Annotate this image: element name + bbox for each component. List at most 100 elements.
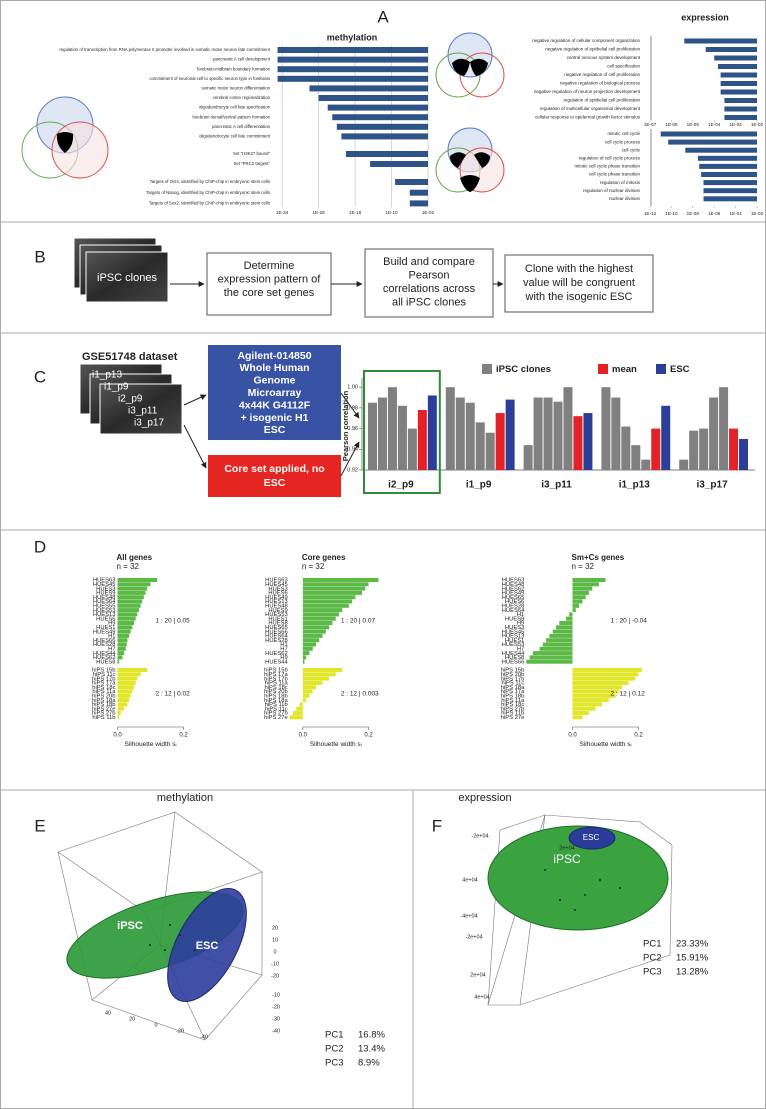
bar (117, 706, 125, 711)
bar (377, 397, 387, 470)
panel-label: F (432, 816, 442, 835)
sample-label: hiPS 11b (265, 702, 288, 708)
x-tick-label: 1E-12 (644, 211, 657, 216)
pc-name: PC3 (643, 967, 661, 978)
category-label: oligodendrocyte cell fate specification (199, 105, 271, 110)
sample-label: hiPS 18a (264, 698, 288, 704)
pc-value: 13.4% (358, 1044, 385, 1055)
sample-label: hiPS 20b (501, 672, 525, 678)
pc-value: 15.91% (676, 953, 709, 964)
bar (117, 655, 123, 660)
x-tick-label: 0.0 (568, 733, 577, 739)
bar (705, 47, 757, 52)
panel-label: C (34, 367, 46, 386)
sample-points (544, 869, 621, 911)
category-label: regulation of nuclear division (583, 188, 641, 193)
bar (302, 642, 316, 647)
platform-text: Agilent-014850 (237, 350, 311, 362)
bar (289, 715, 303, 720)
sample-label: HUES55 (93, 603, 116, 609)
plot-title: Core genes (302, 553, 346, 562)
sample-label: HUES62 (265, 651, 288, 657)
sample-label: HUES45 (93, 582, 116, 588)
x-axis-label-main: Silhouette width s (310, 741, 362, 748)
bar (583, 413, 593, 470)
bar (445, 387, 455, 470)
x-axis-label-main: Silhouette width s (580, 741, 632, 748)
bar (117, 595, 144, 600)
bar (543, 397, 553, 470)
platform-text: Whole Human (240, 362, 310, 374)
sample-label: i2_p9 (118, 394, 143, 405)
bar (533, 397, 543, 470)
category-label: regulation of mitosis (600, 180, 641, 185)
axis-tick-label: -20 (271, 973, 279, 979)
sample-label: H7 (108, 646, 115, 652)
x-tick-label: 0.2 (634, 733, 643, 739)
x-tick-label: 1E-04 (708, 122, 721, 127)
pc-value: 13.28% (676, 967, 709, 978)
x-tick-label: 1E-08 (687, 211, 700, 216)
y-tick-label: 0.94 (347, 447, 358, 453)
image-label: iPSC clones (97, 272, 157, 284)
sample-label: HUES44 (265, 659, 288, 665)
bar (277, 75, 428, 82)
bar (302, 625, 330, 630)
bar (714, 55, 757, 61)
bar (117, 659, 120, 664)
bar (717, 64, 757, 69)
bar (117, 676, 138, 681)
bar (552, 629, 573, 634)
sample-label: hiPS 17a (501, 689, 525, 695)
bar (302, 633, 323, 638)
bar (387, 387, 397, 470)
sample-label: H1 (108, 634, 115, 640)
sample-label: HUES28 (93, 642, 116, 648)
bar (117, 693, 131, 698)
step-text: all iPSC clones (392, 296, 466, 308)
x-tick-label: 0.2 (364, 733, 373, 739)
axis-tick-label: 0 (273, 949, 276, 955)
sample-label: hiPS 18b (501, 693, 525, 699)
pc-value: 23.33% (676, 939, 709, 950)
arrow (340, 441, 360, 477)
bar (611, 397, 621, 470)
axis-tick-label: 4e+04 (474, 994, 489, 1000)
sample-label: hiPS 18b (92, 702, 116, 708)
y-tick-label: 1.00 (347, 385, 358, 391)
sample-label: HUES63 (93, 578, 116, 584)
bar (302, 599, 353, 604)
platform-text: 4x44K G4112F (239, 399, 311, 411)
sample-label: hiPS 11c (502, 681, 525, 687)
bar (465, 402, 475, 470)
sample-label: HUES64 (93, 599, 116, 605)
sample-label: HUES48 (265, 603, 288, 609)
group-label: i3_p17 (697, 480, 729, 491)
sample-label: hiPS 20b (264, 689, 288, 695)
y-axis-label: Pearson correlation (341, 390, 350, 461)
platform-text: + isogenic H1 (241, 412, 309, 424)
bar (117, 616, 136, 621)
x-tick-label: 0.0 (299, 733, 308, 739)
x-axis-label-main: Silhouette width s (125, 741, 177, 748)
bar (117, 590, 146, 595)
bar (302, 689, 313, 694)
sample-label: HUES28 (265, 638, 288, 644)
bar (407, 428, 417, 470)
step-box (504, 254, 654, 313)
sample-label: hiPS 15b (92, 668, 116, 674)
sample-label: HUES6 (268, 591, 287, 597)
bar (417, 409, 427, 470)
sample-label: HUES9 (96, 591, 115, 597)
sample-label: HUES8 (505, 655, 524, 661)
bar (679, 459, 689, 470)
sample-label: HUES65 (502, 595, 525, 601)
sample-label: HUES45 (265, 582, 288, 588)
cluster-summary: 1 : 20 | 0.05 (156, 618, 191, 625)
pc-value: 16.8% (358, 1030, 385, 1041)
axis-tick-label: -2e+04 (465, 934, 482, 940)
bar (117, 642, 127, 647)
bar (621, 426, 631, 470)
plot-n: n = 32 (572, 562, 595, 571)
